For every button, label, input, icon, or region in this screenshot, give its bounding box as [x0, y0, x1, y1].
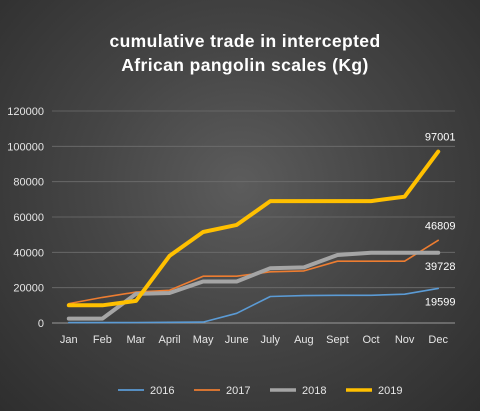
gridlines: [52, 110, 455, 289]
legend: 2016 2017 2018 2019: [118, 385, 402, 397]
chart-title-line-2: African pangolin scales (Kg): [121, 55, 369, 75]
x-tick-label: Dec: [428, 334, 448, 346]
series-line-2018: [66, 250, 441, 321]
y-tick-label: 120000: [7, 106, 44, 118]
data-label-2016: 19599: [425, 296, 456, 308]
legend-label-2018: 2018: [302, 385, 326, 397]
x-tick-label: July: [261, 334, 281, 346]
y-tick-label: 100000: [7, 141, 44, 153]
x-tick-label: Sept: [326, 334, 349, 346]
series-line-2016: [68, 287, 440, 324]
y-tick-label: 40000: [13, 247, 44, 259]
x-tick-label: Aug: [294, 334, 314, 346]
data-label-2017: 46809: [425, 220, 456, 232]
chart-title-line-1: cumulative trade in intercepted: [109, 31, 380, 51]
x-tick-label: Nov: [395, 334, 415, 346]
x-tick-label: May: [193, 334, 214, 346]
x-tick-label: Jan: [60, 334, 78, 346]
x-tick-label: June: [225, 334, 249, 346]
y-tick-label: 0: [38, 318, 44, 330]
x-tick-label: Mar: [126, 334, 145, 346]
legend-label-2019: 2019: [378, 385, 402, 397]
data-label-2018: 39728: [425, 261, 456, 273]
x-tick-label: Oct: [362, 334, 379, 346]
legend-label-2017: 2017: [226, 385, 250, 397]
x-tick-label: April: [159, 334, 181, 346]
y-tick-label: 60000: [13, 212, 44, 224]
series-line-2017: [68, 239, 440, 305]
data-labels: 97001 46809 39728 19599: [425, 132, 456, 309]
series-lines: [66, 149, 441, 324]
y-tick-label: 20000: [13, 283, 44, 295]
x-tick-label: Feb: [93, 334, 112, 346]
legend-label-2016: 2016: [150, 385, 174, 397]
series-line-2019: [66, 149, 441, 308]
y-tick-label: 80000: [13, 177, 44, 189]
data-label-2019: 97001: [425, 132, 456, 144]
